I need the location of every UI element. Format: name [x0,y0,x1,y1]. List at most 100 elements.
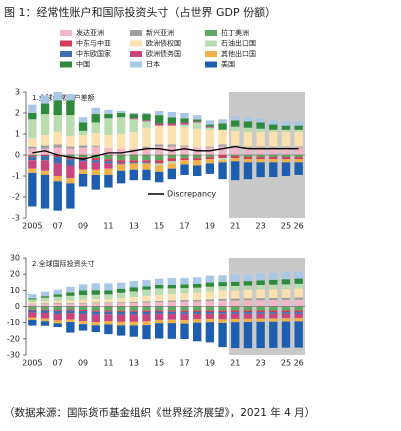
bar-segment [256,155,265,158]
bar-segment [269,297,278,301]
bar-segment [28,298,37,300]
bar-segment [205,127,215,130]
legend-label: 日本 [146,60,160,69]
bar-segment [116,160,126,163]
bar-segment [243,157,253,160]
legend-label: 其他出口国 [221,49,256,58]
bar-segment [180,160,189,165]
bar-segment [91,299,100,303]
bar-segment [281,279,291,285]
bar-segment [193,301,202,307]
bar-segment [40,174,50,209]
bar-segment [142,280,151,287]
bar-segment [269,279,278,285]
bar-segment [53,181,62,211]
bar-segment [154,144,164,147]
bar-segment [281,147,291,155]
bar-segment [269,146,278,148]
bar-segment [231,313,240,319]
bar-segment [129,321,138,326]
bar-segment [142,169,151,181]
bar-segment [256,273,265,281]
bar-segment [116,162,126,164]
bar-segment [205,301,215,307]
bar-segment [53,311,62,314]
bar-segment [193,319,202,323]
bar-segment [269,159,278,163]
bar-segment [40,297,50,302]
bar-segment [256,306,265,311]
bar-segment [129,148,138,155]
bar-segment [142,114,151,121]
bar-segment [269,131,278,147]
bar-segment [91,303,100,307]
bar-segment [269,272,278,280]
legend-swatch [60,51,72,57]
bar-segment [231,290,240,299]
bar-segment [294,125,303,130]
y-tick-label: -10 [7,318,20,327]
bar-segment [91,174,100,190]
bar-segment [28,301,37,304]
bar-segment [180,126,189,146]
bar-segment [281,297,291,300]
bar-segment [256,147,265,155]
bar-segment [66,94,75,101]
bar-segment [91,145,100,147]
bar-segment [167,144,177,147]
bar-segment [256,321,265,349]
bar-segment [193,165,202,176]
bar-segment [53,115,62,132]
bar-segment [142,127,151,147]
bar-segment [294,318,303,322]
bar-segment [243,310,253,313]
bar-segment [231,310,240,313]
y-tick-label: 0 [15,151,20,160]
bar-segment [91,283,100,291]
bar-segment [231,298,240,301]
bar-segment [142,311,151,315]
bar-segment [142,289,151,296]
bar-segment [53,131,62,145]
x-tick-label: 2005 [22,359,42,368]
bar-segment [167,311,177,314]
legend-label: 美国 [221,60,235,69]
bar-segment [66,178,75,184]
bar-segment [256,300,265,307]
bar-segment [104,299,113,303]
bar-segment [193,158,202,161]
bar-segment [40,312,50,319]
y-tick-label: -3 [12,214,20,223]
legend-label: 拉丁美洲 [221,28,249,37]
bar-segment [231,158,240,162]
bar-segment [167,125,177,145]
bar-segment [104,283,113,291]
x-tick-label: 07 [53,359,63,368]
bar-segment [116,117,126,134]
bar-segment [78,145,88,148]
bar-segment [66,157,75,160]
bar-segment [294,159,303,163]
bar-segment [218,290,227,299]
legend-swatch [205,40,217,47]
x-tick-label: 25 [281,222,291,231]
bar-segment [193,128,202,148]
bar-segment [116,303,126,307]
bar-segment [40,303,50,307]
bar-segment [294,131,303,147]
bar-segment [53,303,62,307]
bar-segment [91,294,100,300]
bar-segment [205,163,215,174]
bar-segment [28,304,37,307]
bar-segment [281,121,291,126]
bar-segment [104,302,113,304]
x-tick-label: 13 [129,359,139,368]
bar-segment [256,310,265,313]
legend-swatch [60,61,72,68]
bar-segment [142,162,151,164]
bar-segment [142,163,151,170]
bar-segment [28,172,37,207]
bar-segment [167,310,177,312]
bar-segment [193,283,202,288]
bar-segment [205,286,215,292]
